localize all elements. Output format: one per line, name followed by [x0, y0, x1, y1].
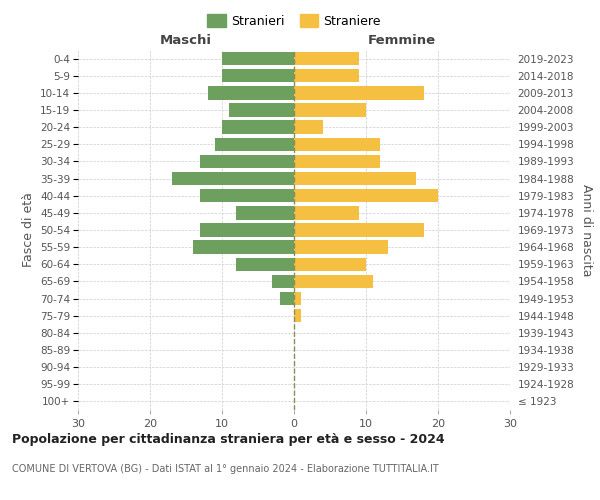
Bar [229, 104, 294, 117]
Bar [294, 274, 373, 288]
Bar [236, 258, 294, 271]
Bar [294, 154, 380, 168]
Bar [200, 154, 294, 168]
Bar [222, 120, 294, 134]
Bar [294, 69, 359, 82]
Bar [222, 52, 294, 66]
Bar [272, 274, 294, 288]
Bar [215, 138, 294, 151]
Bar [208, 86, 294, 100]
Bar [294, 189, 438, 202]
Bar [294, 172, 416, 186]
Text: Popolazione per cittadinanza straniera per età e sesso - 2024: Popolazione per cittadinanza straniera p… [12, 432, 445, 446]
Bar [294, 292, 301, 306]
Bar [236, 206, 294, 220]
Bar [172, 172, 294, 186]
Text: Femmine: Femmine [368, 34, 436, 46]
Bar [294, 120, 323, 134]
Y-axis label: Fasce di età: Fasce di età [22, 192, 35, 268]
Bar [294, 52, 359, 66]
Bar [294, 206, 359, 220]
Bar [294, 240, 388, 254]
Bar [193, 240, 294, 254]
Text: Maschi: Maschi [160, 34, 212, 46]
Bar [294, 86, 424, 100]
Bar [294, 224, 424, 236]
Text: COMUNE DI VERTOVA (BG) - Dati ISTAT al 1° gennaio 2024 - Elaborazione TUTTITALIA: COMUNE DI VERTOVA (BG) - Dati ISTAT al 1… [12, 464, 439, 474]
Bar [294, 258, 366, 271]
Bar [200, 189, 294, 202]
Bar [294, 104, 366, 117]
Bar [294, 138, 380, 151]
Bar [294, 309, 301, 322]
Y-axis label: Anni di nascita: Anni di nascita [580, 184, 593, 276]
Legend: Stranieri, Straniere: Stranieri, Straniere [202, 10, 386, 33]
Bar [280, 292, 294, 306]
Bar [222, 69, 294, 82]
Bar [200, 224, 294, 236]
